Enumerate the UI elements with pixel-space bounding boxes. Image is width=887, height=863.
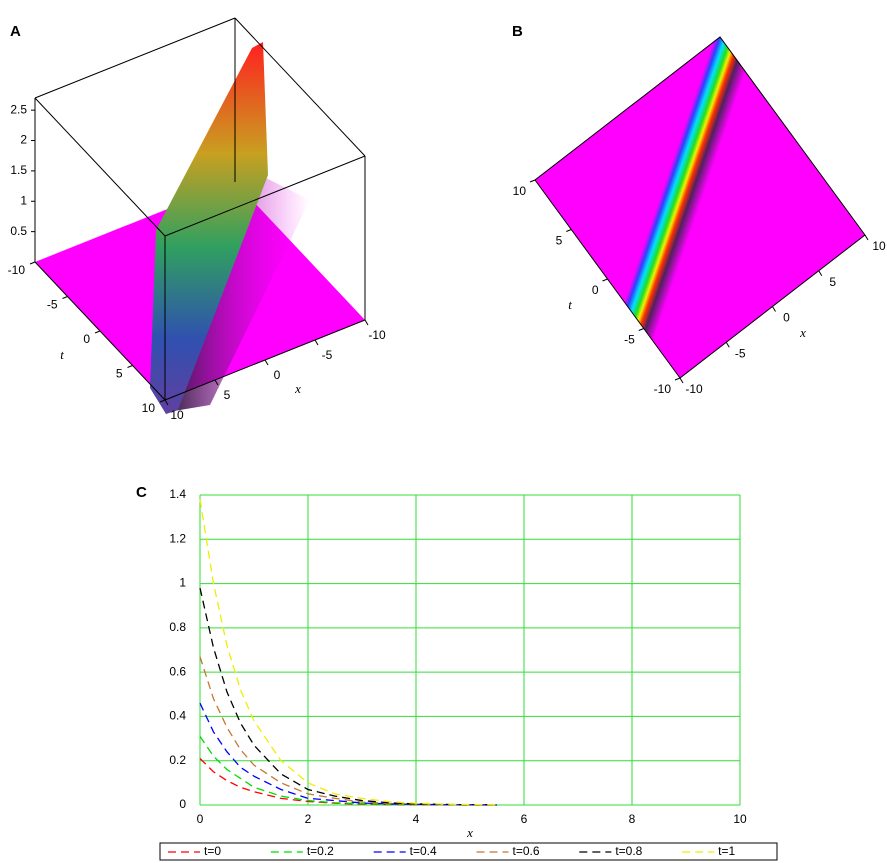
z-tick-label: 1.5	[10, 163, 27, 177]
panel-label: C	[136, 484, 147, 501]
y-tick-label: 5	[116, 367, 123, 381]
box-edge	[164, 155, 366, 237]
y-tick-label: -5	[47, 298, 58, 312]
x-tick-label: -10	[368, 328, 386, 342]
x-tick	[679, 377, 684, 384]
y-tick	[159, 399, 166, 403]
y-tick-label: 0	[179, 797, 186, 811]
ridge-surface	[150, 42, 268, 414]
x-tick-label: 6	[521, 812, 528, 826]
y-tick-label: 0	[83, 332, 90, 346]
y-tick-label: 1.2	[169, 531, 186, 545]
x-tick-label: 5	[829, 275, 836, 289]
panel-c: 0 0.2 0.4 0.6 0.8 1 1.2 1.4 0 2 4 6 8 10 x t=0 t=0.2 t=0.…	[159, 487, 778, 861]
box-edge	[34, 97, 166, 237]
y-tick	[94, 330, 101, 334]
x-tick	[818, 270, 823, 277]
x-tick-label: 0	[274, 368, 281, 382]
x-tick	[725, 341, 730, 348]
x-tick	[214, 379, 219, 386]
x-tick	[864, 234, 869, 241]
y-tick-label: 0.8	[169, 620, 186, 634]
y-tick-label: 10	[142, 401, 156, 415]
y-tick-label: -5	[624, 333, 635, 347]
y-tick	[566, 229, 572, 232]
y-tick	[674, 377, 681, 381]
x-tick-label: 4	[413, 812, 420, 826]
x-tick	[364, 319, 369, 326]
box-edge	[234, 17, 366, 157]
x-tick-label: 5	[224, 388, 231, 402]
x-tick-label: -10	[685, 382, 703, 396]
z-tick-label: 2.5	[10, 102, 27, 116]
x-tick-label: -5	[735, 346, 746, 360]
y-tick-label: 1	[179, 576, 186, 590]
frame	[534, 36, 866, 379]
x-tick-label: 10	[872, 239, 886, 253]
legend-box	[159, 842, 778, 861]
panel-b: -10 -5 0 5 10 -10 -5 0 5 10 t x	[513, 36, 886, 396]
ridge	[150, 42, 310, 414]
ridge-shadow	[168, 178, 310, 412]
panel-label: A	[10, 23, 21, 40]
box-edge	[34, 17, 236, 99]
panel-label: B	[512, 23, 523, 40]
y-tick-label: -10	[8, 263, 26, 277]
legend-label: t=0.8	[615, 844, 642, 858]
legend-label: t=0.6	[513, 844, 540, 858]
y-axis-title: t	[568, 297, 572, 312]
y-tick-label: 5	[556, 234, 563, 248]
x-tick-label: 10	[170, 408, 184, 422]
y-tick	[638, 328, 644, 331]
z-tick-label: 2	[20, 133, 27, 147]
y-tick	[529, 179, 536, 183]
x-tick	[772, 306, 776, 312]
x-tick	[164, 399, 169, 406]
legend-label: t=1	[718, 844, 735, 858]
legend-label: t=0.4	[410, 844, 437, 858]
z-tick-label: 0.5	[10, 224, 27, 238]
x-tick-label: -5	[322, 348, 333, 362]
y-tick-label: -10	[654, 382, 672, 396]
y-tick	[127, 365, 133, 368]
legend-label: t=0.2	[307, 844, 334, 858]
x-axis-title: x	[799, 325, 806, 340]
y-tick	[602, 278, 608, 282]
x-tick-label: 2	[305, 812, 312, 826]
x-axis-title: x	[294, 381, 301, 396]
x-tick	[314, 339, 319, 346]
x-tick-label: 8	[629, 812, 636, 826]
y-tick-label: 0.2	[169, 753, 186, 767]
y-tick-label: 10	[513, 184, 527, 198]
series-line	[199, 702, 498, 806]
y-tick-label: 0.6	[169, 664, 186, 678]
x-tick	[264, 359, 269, 366]
y-tick	[62, 296, 68, 299]
series-line	[199, 587, 497, 806]
series-line	[199, 499, 498, 806]
y-axis-title: t	[60, 347, 64, 362]
y-tick-label: 1.4	[169, 487, 186, 501]
y-tick-label: 0.4	[169, 709, 186, 723]
panel-a-axes: 0.5 1 1.5 2 2.5 -10 -5 0 5 10 -10 -5 0 5 10 t x	[8, 17, 386, 422]
density-stripe	[535, 37, 865, 378]
y-tick-label: 0	[592, 283, 599, 297]
y-tick	[29, 261, 36, 265]
x-axis-title: x	[466, 825, 473, 840]
x-tick-label: 10	[733, 812, 747, 826]
x-tick-label: 0	[783, 311, 790, 325]
x-tick-label: 0	[197, 812, 204, 826]
z-tick-label: 1	[20, 193, 27, 207]
legend-label: t=0	[204, 844, 221, 858]
